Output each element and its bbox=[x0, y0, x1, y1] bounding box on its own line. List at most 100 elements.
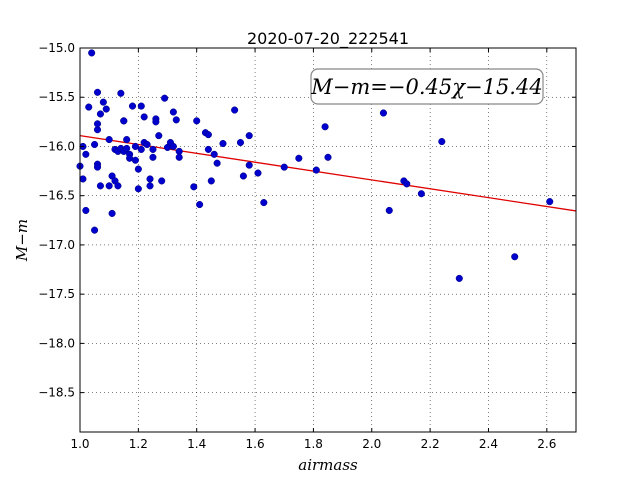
data-point bbox=[204, 131, 212, 139]
data-point bbox=[403, 180, 411, 188]
y-tick-label: −16.0 bbox=[38, 139, 75, 153]
data-point bbox=[102, 105, 110, 113]
y-tick-label: −17.5 bbox=[38, 287, 75, 301]
equation-annotation: M−m=−0.45χ−15.44 bbox=[310, 68, 544, 105]
data-point bbox=[169, 108, 177, 116]
data-point bbox=[131, 142, 139, 151]
data-point bbox=[219, 139, 227, 148]
data-point bbox=[149, 153, 157, 161]
data-point bbox=[321, 123, 329, 131]
data-point bbox=[143, 140, 151, 149]
y-axis-label: M−m bbox=[13, 219, 31, 262]
data-point bbox=[172, 116, 180, 124]
x-tick-label: 2.4 bbox=[479, 437, 498, 451]
x-tick-label: 2.0 bbox=[362, 437, 381, 451]
data-point bbox=[93, 88, 102, 96]
data-point bbox=[91, 140, 99, 149]
data-point bbox=[114, 182, 122, 190]
data-point bbox=[134, 165, 142, 173]
x-axis-label: airmass bbox=[298, 456, 358, 474]
data-point bbox=[93, 120, 102, 128]
data-points bbox=[76, 49, 554, 282]
data-point bbox=[155, 132, 163, 140]
data-point bbox=[93, 163, 102, 171]
data-point bbox=[123, 136, 131, 144]
data-point bbox=[207, 177, 215, 185]
data-point bbox=[511, 253, 519, 261]
grid-lines bbox=[79, 47, 576, 432]
y-ticks: −15.0 −15.5 −16.0 −16.5 −17.0 −17.5 −18.0 −18.5 bbox=[38, 41, 576, 400]
y-tick-label: −15.0 bbox=[38, 41, 75, 55]
y-tick-label: −16.5 bbox=[38, 189, 75, 203]
data-point bbox=[417, 190, 425, 198]
data-point bbox=[128, 102, 137, 110]
data-point bbox=[324, 153, 332, 161]
chart-title: 2020-07-20_222541 bbox=[247, 29, 409, 49]
data-point bbox=[158, 177, 166, 185]
data-point bbox=[105, 136, 113, 144]
data-point bbox=[254, 169, 262, 177]
data-point bbox=[108, 209, 116, 217]
x-tick-label: 1.2 bbox=[129, 437, 148, 451]
data-point bbox=[96, 110, 104, 118]
data-point bbox=[105, 182, 113, 190]
data-point bbox=[117, 89, 125, 97]
data-point bbox=[146, 175, 154, 183]
data-point bbox=[137, 102, 145, 110]
data-point bbox=[438, 137, 446, 146]
data-point bbox=[79, 175, 87, 183]
annotation-box bbox=[310, 68, 544, 105]
y-tick-label: −18.5 bbox=[38, 386, 75, 400]
fit-line bbox=[79, 134, 577, 212]
data-point bbox=[152, 118, 160, 126]
data-point bbox=[245, 132, 253, 140]
x-tick-label: 1.4 bbox=[187, 437, 206, 451]
data-point bbox=[295, 154, 303, 162]
y-tick-label: −17.0 bbox=[38, 238, 75, 252]
data-point bbox=[82, 150, 90, 158]
data-point bbox=[149, 145, 157, 153]
x-tick-label: 1.0 bbox=[70, 437, 89, 451]
data-point bbox=[204, 145, 212, 153]
data-point bbox=[385, 206, 393, 215]
x-tick-label: 1.8 bbox=[304, 437, 323, 451]
data-point bbox=[231, 106, 239, 114]
data-point bbox=[260, 199, 268, 207]
data-point bbox=[455, 274, 463, 282]
x-ticks: 1.0 1.2 1.4 1.6 1.8 2.0 2.2 2.4 2.6 bbox=[70, 48, 556, 451]
data-point bbox=[88, 49, 96, 57]
data-point bbox=[213, 159, 221, 167]
data-point bbox=[82, 206, 90, 215]
data-point bbox=[190, 183, 198, 191]
annotation-text: M−m=−0.45χ−15.44 bbox=[310, 75, 542, 99]
data-point bbox=[131, 156, 139, 164]
data-point bbox=[140, 113, 148, 121]
data-point bbox=[161, 94, 169, 102]
data-point bbox=[99, 98, 107, 106]
plot-frame bbox=[79, 47, 577, 433]
y-tick-label: −15.5 bbox=[38, 90, 75, 104]
data-point bbox=[169, 142, 177, 151]
data-point bbox=[137, 145, 145, 153]
data-point bbox=[210, 150, 218, 158]
data-point bbox=[546, 198, 554, 206]
data-point bbox=[120, 117, 128, 125]
data-point bbox=[96, 182, 104, 190]
data-point bbox=[91, 226, 99, 234]
data-point bbox=[146, 182, 154, 190]
data-point bbox=[239, 172, 247, 180]
fit-line-layer bbox=[79, 134, 577, 212]
data-point bbox=[280, 163, 288, 171]
data-point bbox=[196, 201, 204, 209]
data-point bbox=[175, 147, 183, 155]
data-point bbox=[245, 161, 253, 169]
data-point bbox=[312, 166, 320, 174]
data-point bbox=[236, 138, 245, 147]
data-point bbox=[134, 185, 142, 193]
x-tick-label: 2.2 bbox=[421, 437, 440, 451]
data-point bbox=[123, 144, 131, 152]
data-point bbox=[85, 103, 93, 111]
x-tick-label: 1.6 bbox=[246, 437, 265, 451]
data-point bbox=[93, 126, 102, 134]
